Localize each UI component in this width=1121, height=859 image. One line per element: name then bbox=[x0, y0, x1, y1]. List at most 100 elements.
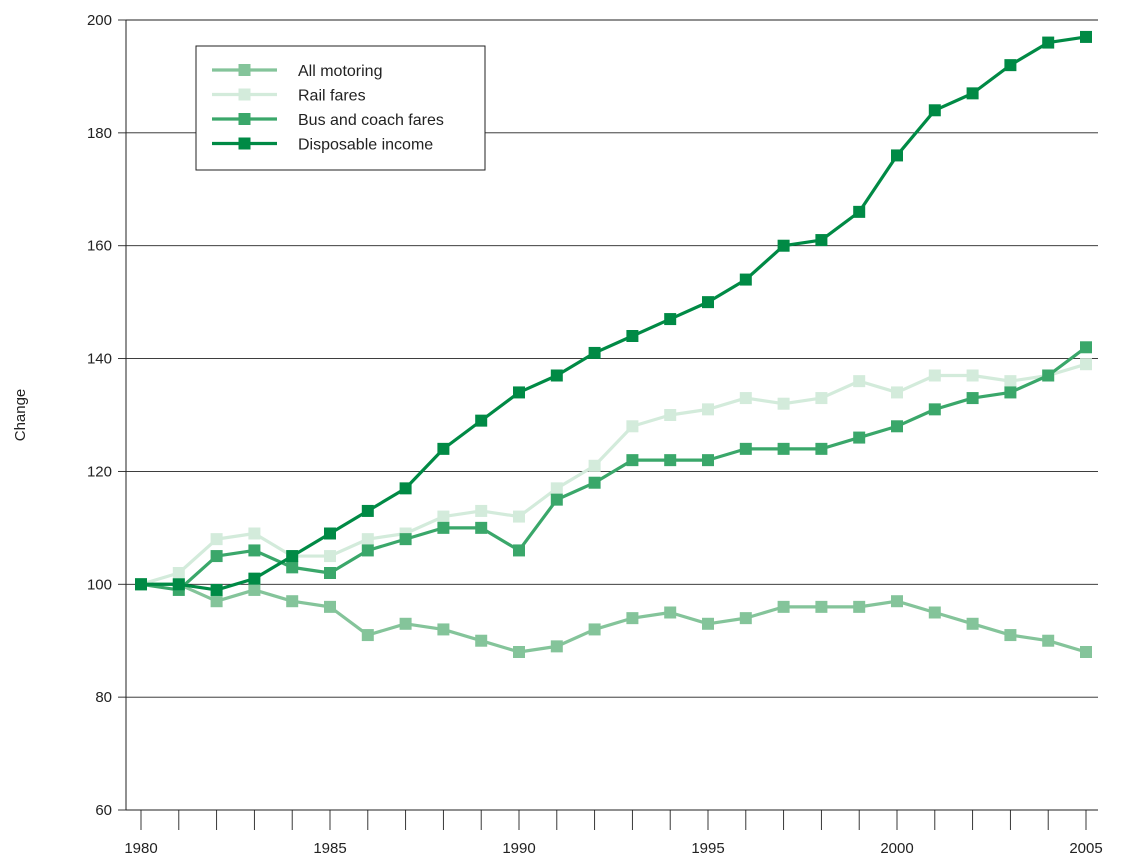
axes bbox=[125, 20, 1098, 811]
series-line bbox=[141, 582, 1087, 654]
data-point bbox=[324, 567, 336, 579]
legend-item: Bus and coach fares bbox=[212, 112, 444, 129]
data-point bbox=[588, 476, 601, 489]
data-point bbox=[361, 629, 374, 642]
data-point bbox=[777, 442, 790, 455]
data-point bbox=[172, 567, 185, 579]
legend-label: All motoring bbox=[298, 63, 382, 80]
data-point bbox=[739, 442, 752, 455]
data-point bbox=[437, 521, 450, 534]
data-point bbox=[626, 330, 639, 342]
data-point bbox=[815, 392, 828, 405]
series-bus-and-coach-fares bbox=[135, 341, 1092, 596]
data-point bbox=[891, 420, 903, 433]
data-point bbox=[928, 369, 941, 382]
legend-label: Bus and coach fares bbox=[298, 112, 444, 129]
data-point bbox=[210, 533, 223, 546]
legend: All motoring Rail fares Bus and coach fare… bbox=[195, 45, 486, 171]
data-point bbox=[891, 149, 903, 162]
data-point bbox=[475, 504, 488, 517]
data-point bbox=[286, 595, 299, 608]
data-point bbox=[1080, 646, 1092, 658]
x-tick-label: 2000 bbox=[880, 840, 913, 857]
data-point bbox=[399, 533, 412, 546]
series-line bbox=[141, 35, 1087, 592]
series-line bbox=[140, 362, 1087, 586]
y-tick-label: 200 bbox=[87, 12, 112, 29]
data-point bbox=[966, 392, 979, 405]
x-tick-label: 1990 bbox=[502, 840, 535, 857]
data-point bbox=[1042, 36, 1055, 49]
data-point bbox=[739, 612, 752, 625]
data-point bbox=[324, 600, 336, 613]
data-point bbox=[550, 482, 563, 495]
data-point bbox=[324, 527, 336, 540]
y-axis-ticks: 60 80 100 120 140 160 180 200 bbox=[87, 12, 126, 819]
data-point bbox=[588, 623, 601, 636]
data-point bbox=[588, 459, 601, 472]
data-point bbox=[1080, 30, 1092, 43]
data-point bbox=[739, 273, 752, 286]
x-tick-label: 1995 bbox=[691, 840, 724, 857]
data-point bbox=[966, 617, 979, 630]
x-tick-label: 1980 bbox=[124, 840, 157, 857]
series-all-motoring bbox=[135, 578, 1092, 658]
legend-label: Disposable income bbox=[298, 137, 433, 154]
data-point bbox=[928, 403, 941, 416]
data-point bbox=[664, 454, 677, 467]
data-point bbox=[853, 431, 866, 444]
data-point bbox=[475, 521, 488, 534]
data-point bbox=[399, 617, 412, 630]
legend-item: All motoring bbox=[212, 63, 382, 80]
data-point bbox=[437, 442, 450, 455]
data-point bbox=[1080, 358, 1092, 371]
y-tick-label: 160 bbox=[87, 238, 112, 255]
data-point bbox=[928, 104, 941, 117]
data-point bbox=[135, 578, 147, 591]
data-point bbox=[248, 583, 261, 596]
y-tick-label: 140 bbox=[87, 351, 112, 368]
data-point bbox=[210, 595, 223, 608]
data-point bbox=[777, 239, 790, 252]
data-point bbox=[248, 572, 261, 585]
data-point bbox=[815, 234, 828, 247]
data-point bbox=[966, 87, 979, 100]
data-point bbox=[286, 550, 299, 563]
legend-label: Rail fares bbox=[298, 88, 366, 105]
legend-swatch-marker bbox=[238, 64, 251, 76]
y-tick-label: 80 bbox=[95, 689, 112, 706]
data-point bbox=[1080, 341, 1092, 354]
series-line bbox=[140, 346, 1087, 592]
y-tick-label: 120 bbox=[87, 463, 112, 480]
data-point bbox=[361, 544, 374, 557]
data-point bbox=[513, 386, 525, 399]
data-point bbox=[550, 493, 563, 506]
data-point bbox=[928, 606, 941, 619]
y-tick-label: 180 bbox=[87, 125, 112, 142]
data-point bbox=[702, 617, 714, 630]
data-point bbox=[1042, 369, 1055, 382]
data-point bbox=[777, 397, 790, 410]
data-point bbox=[513, 544, 525, 557]
series-disposable-income bbox=[135, 30, 1092, 596]
data-point bbox=[702, 454, 714, 467]
legend-item: Rail fares bbox=[212, 88, 366, 105]
x-tick-label: 1985 bbox=[313, 840, 346, 857]
y-axis-title: Change bbox=[12, 389, 29, 442]
data-point bbox=[361, 533, 374, 546]
data-point bbox=[853, 600, 866, 613]
data-point bbox=[1042, 634, 1055, 647]
data-point bbox=[286, 561, 299, 574]
data-point bbox=[702, 403, 714, 416]
data-point bbox=[361, 504, 374, 517]
data-point bbox=[815, 442, 828, 455]
data-point bbox=[815, 600, 828, 613]
series-layer bbox=[135, 30, 1092, 658]
x-axis-ticks: 1980 1985 1990 1995 2000 2005 bbox=[124, 810, 1103, 857]
data-point bbox=[475, 414, 488, 427]
data-point bbox=[853, 375, 866, 388]
y-tick-label: 60 bbox=[95, 802, 112, 819]
legend-swatch-marker bbox=[238, 88, 251, 101]
legend-swatch-marker bbox=[238, 137, 251, 150]
